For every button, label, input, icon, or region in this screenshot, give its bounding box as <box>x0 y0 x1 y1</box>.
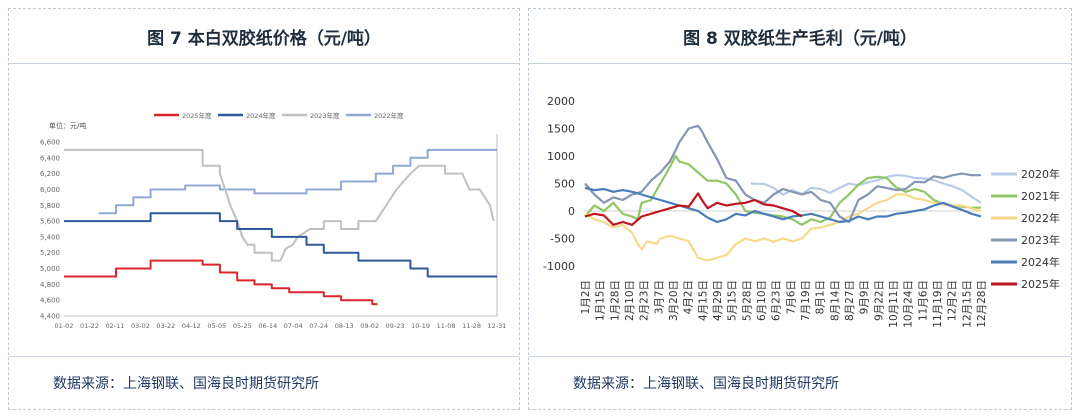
series-line <box>584 186 982 224</box>
y-tick-label: 4,400 <box>40 313 60 321</box>
x-tick-label: 11月6日 <box>917 280 929 321</box>
legend-label: 2023年度 <box>310 111 340 120</box>
x-tick-label: 10月11日 <box>888 280 900 328</box>
x-tick-label: 10月24日 <box>903 280 915 328</box>
legend-label: 2020年 <box>1021 167 1060 181</box>
legend-label: 2023年 <box>1021 233 1060 247</box>
legend-label: 2025年 <box>1021 277 1060 291</box>
x-tick-label: 11-08 <box>437 322 456 330</box>
x-tick-label: 04-12 <box>182 322 201 330</box>
x-tick-label: 10-19 <box>411 322 430 330</box>
series-line <box>584 154 981 226</box>
x-tick-label: 09-02 <box>360 322 379 330</box>
x-tick-label: 7月6日 <box>785 280 797 314</box>
series-line <box>584 192 803 226</box>
y-tick-label: 0 <box>568 205 575 218</box>
x-tick-label: 5月15日 <box>727 280 739 321</box>
left-source-note: 数据来源：上海钢联、国海良时期货研究所 <box>9 356 519 409</box>
x-tick-label: 12月28日 <box>976 280 988 328</box>
x-tick-label: 5月28日 <box>741 280 753 321</box>
x-tick-label: 2月10日 <box>624 280 636 321</box>
y-tick-label: 5,800 <box>40 202 60 210</box>
legend-label: 2022年度 <box>374 111 404 120</box>
x-tick-label: 9月22日 <box>873 280 885 321</box>
legend-label: 2025年度 <box>182 111 212 120</box>
right-chart-title: 图 8 双胶纸生产毛利（元/吨） <box>529 9 1071 64</box>
y-tick-label: -1000 <box>543 260 575 273</box>
x-tick-label: 2月23日 <box>639 280 651 321</box>
x-tick-label: 12月15日 <box>961 280 973 328</box>
y-tick-label: 1500 <box>547 123 575 136</box>
x-tick-label: 05-25 <box>233 322 252 330</box>
x-tick-label: 07-04 <box>284 322 303 330</box>
x-tick-label: 4月2日 <box>683 280 695 314</box>
x-tick-label: 4月29日 <box>712 280 724 321</box>
x-tick-label: 12-31 <box>488 322 507 330</box>
series-line <box>750 174 982 204</box>
x-tick-label: 3月7日 <box>653 280 665 314</box>
x-tick-label: 8月1日 <box>815 280 827 314</box>
y-tick-label: 5,400 <box>40 233 60 241</box>
left-panel: 图 7 本白双胶纸价格（元/吨） 单位：元/吨 4,400 4,600 4,800 5,… <box>8 8 520 410</box>
x-tick-label: 8月14日 <box>829 280 841 321</box>
y-tick-label: 6,400 <box>40 154 60 162</box>
series-line <box>584 193 982 262</box>
series-line <box>64 259 378 306</box>
x-tick-label: 4月15日 <box>697 280 709 321</box>
price-chart: 单位：元/吨 4,400 4,600 4,800 5,000 5,200 5,400 5,60… <box>40 111 507 330</box>
x-tick-label: 6月23日 <box>771 280 783 321</box>
y-tick-label: 4,800 <box>40 281 60 289</box>
x-tick-label: 03-22 <box>156 322 175 330</box>
x-tick-label: 9月9日 <box>859 280 871 314</box>
x-tick-label: 01-02 <box>55 322 74 330</box>
y-tick-label: 5,600 <box>40 218 60 226</box>
x-tick-label: 1月2日 <box>580 280 592 314</box>
x-tick-label: 02-11 <box>105 322 124 330</box>
y-tick-label: 6,600 <box>40 139 60 147</box>
x-tick-label: 7月19日 <box>800 280 812 321</box>
x-tick-label: 07-24 <box>309 322 328 330</box>
y-tick-label: 4,600 <box>40 297 60 305</box>
series-line <box>64 212 497 278</box>
x-tick-label: 3月20日 <box>668 280 680 321</box>
right-source-note: 数据来源：上海钢联、国海良时期货研究所 <box>529 356 1071 409</box>
legend-label: 2021年 <box>1021 189 1060 203</box>
x-tick-label: 11月19日 <box>932 280 944 328</box>
series-line <box>98 148 497 215</box>
y-tick-label: -500 <box>550 233 575 246</box>
legend-label: 2022年 <box>1021 211 1060 225</box>
legend-label: 2024年 <box>1021 255 1060 269</box>
y-tick-label: 5,200 <box>40 249 60 257</box>
unit-label: 单位：元/吨 <box>49 121 86 130</box>
x-tick-label: 11-28 <box>462 322 481 330</box>
x-tick-label: 05-05 <box>207 322 226 330</box>
right-panel: 图 8 双胶纸生产毛利（元/吨） 2000 1500 1000 500 0 -500 -10… <box>528 8 1072 410</box>
y-tick-label: 6,000 <box>40 186 60 194</box>
x-tick-label: 8月27日 <box>844 280 856 321</box>
y-tick-label: 5,000 <box>40 265 60 273</box>
legend-label: 2024年度 <box>246 111 276 120</box>
y-tick-label: 2000 <box>547 95 575 108</box>
series-line <box>64 148 495 262</box>
x-tick-label: 1月28日 <box>609 280 621 321</box>
x-tick-label: 1月15日 <box>595 280 607 321</box>
y-tick-label: 500 <box>554 178 575 191</box>
x-tick-label: 01-22 <box>80 322 99 330</box>
x-tick-label: 12月2日 <box>947 280 959 321</box>
x-tick-label: 03-02 <box>131 322 150 330</box>
x-tick-label: 06-14 <box>258 322 277 330</box>
x-tick-label: 6月10日 <box>756 280 768 321</box>
y-tick-label: 1000 <box>547 150 575 163</box>
y-tick-label: 6,200 <box>40 170 60 178</box>
x-tick-label: 08-13 <box>335 322 354 330</box>
series-line <box>584 124 981 224</box>
left-chart-title: 图 7 本白双胶纸价格（元/吨） <box>9 9 519 64</box>
x-tick-label: 09-23 <box>386 322 405 330</box>
